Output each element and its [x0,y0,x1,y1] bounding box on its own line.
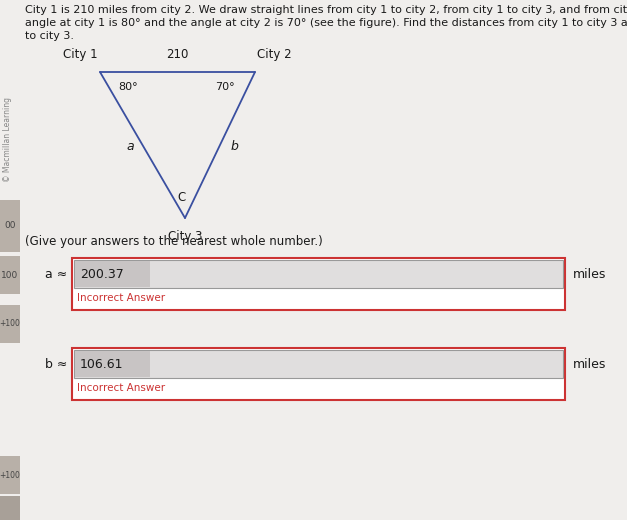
Text: a: a [127,140,134,153]
Bar [72,348,565,400]
Bar [0,305,20,343]
Bar [0,200,20,252]
Text: Incorrect Answer: Incorrect Answer [77,293,165,303]
Bar [0,496,20,520]
Bar [74,260,563,288]
Bar [0,456,20,494]
Text: to city 3.: to city 3. [25,31,74,41]
Bar [75,351,150,377]
Text: miles: miles [573,358,606,370]
Bar [0,256,20,294]
Text: b: b [230,140,238,153]
Bar [72,258,565,310]
Text: 100: 100 [1,270,19,280]
Text: City 2: City 2 [257,48,292,61]
Text: 210: 210 [166,48,189,61]
Text: Incorrect Answer: Incorrect Answer [77,383,165,393]
Text: (Give your answers to the nearest whole number.): (Give your answers to the nearest whole … [25,235,323,248]
Bar [75,261,150,287]
Text: angle at city 1 is 80° and the angle at city 2 is 70° (see the figure). Find the: angle at city 1 is 80° and the angle at … [25,18,627,28]
Text: 80°: 80° [118,82,137,92]
Bar [74,350,563,378]
Text: 00: 00 [4,222,16,230]
Text: City 1: City 1 [63,48,98,61]
Text: b ≈: b ≈ [45,358,67,370]
Text: +100: +100 [0,471,21,479]
Text: 106.61: 106.61 [80,358,124,370]
Text: 200.37: 200.37 [80,267,124,280]
Text: © Macmillan Learning: © Macmillan Learning [4,98,13,183]
Text: +100: +100 [0,319,21,329]
Text: City 1 is 210 miles from city 2. We draw straight lines from city 1 to city 2, f: City 1 is 210 miles from city 2. We draw… [25,5,627,15]
Text: 70°: 70° [215,82,234,92]
Text: a ≈: a ≈ [45,267,67,280]
Text: City 3: City 3 [168,230,203,243]
Text: C: C [177,191,185,204]
Text: miles: miles [573,267,606,280]
